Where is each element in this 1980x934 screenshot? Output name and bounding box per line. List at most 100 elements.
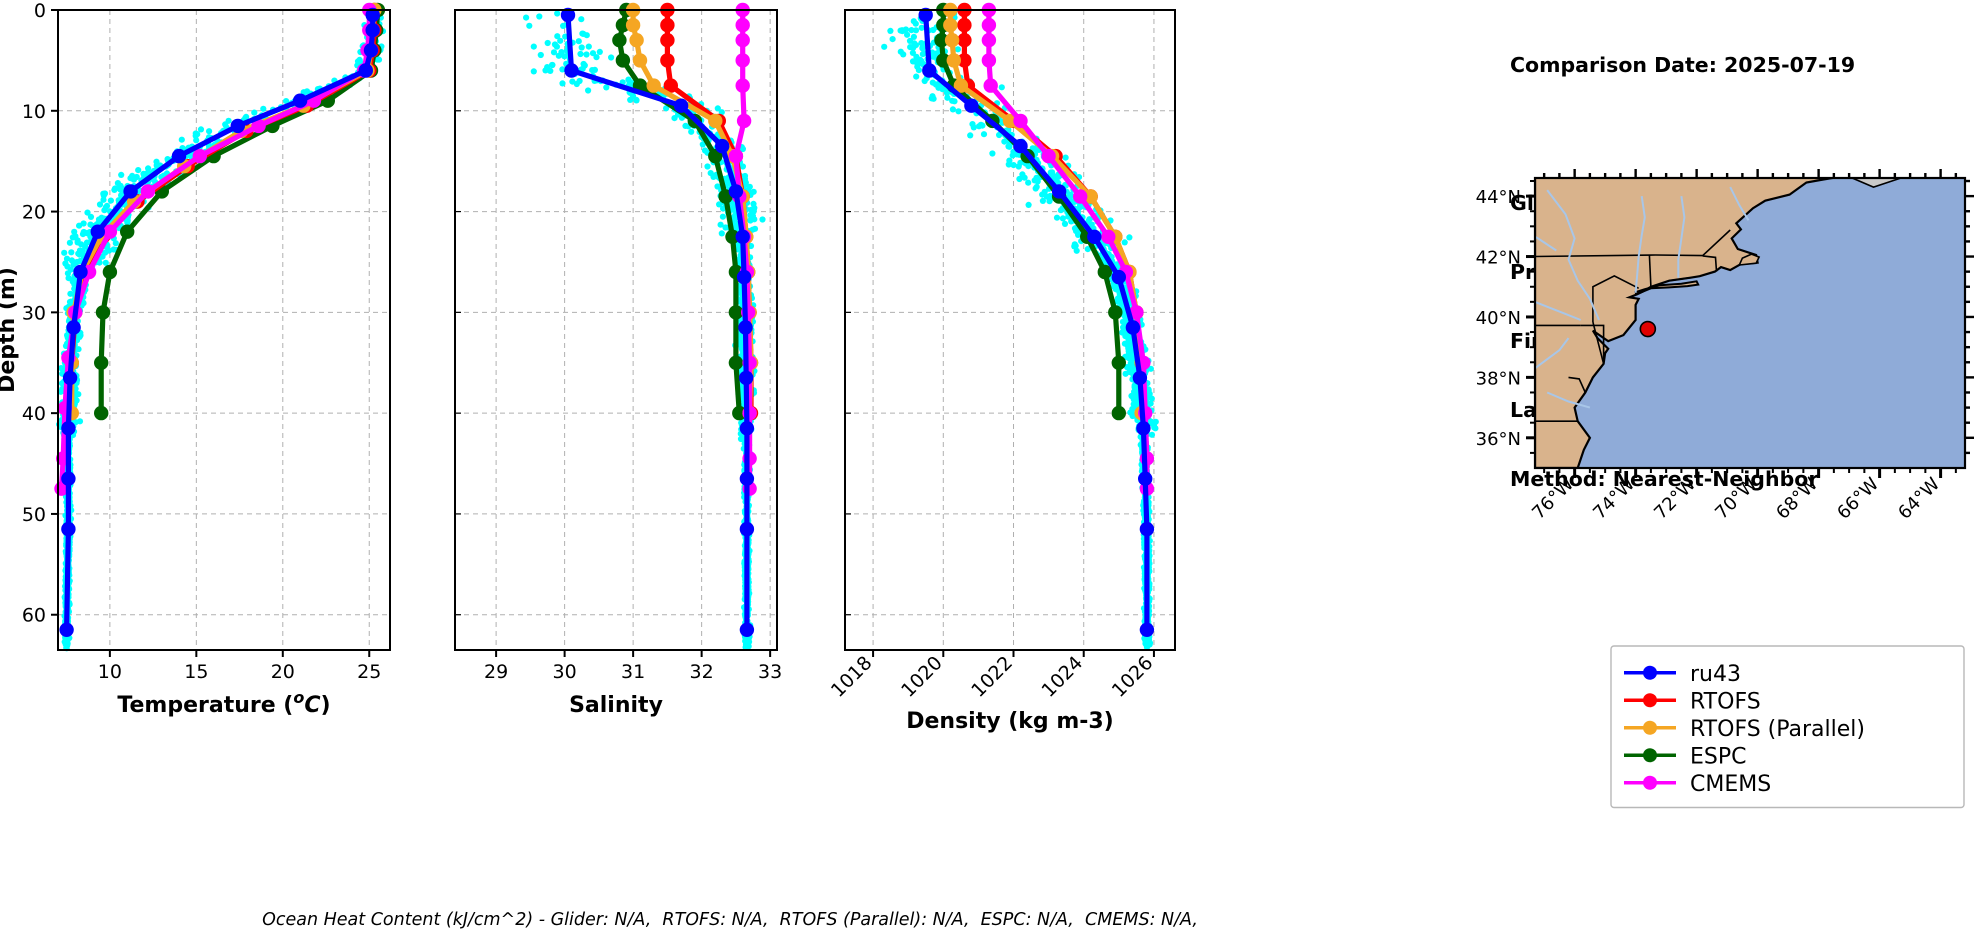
scatter-point: [116, 185, 123, 192]
scatter-point: [1119, 318, 1126, 325]
series-marker: [957, 17, 972, 33]
series-marker: [1136, 421, 1151, 436]
scatter-point: [80, 220, 87, 227]
scatter-point: [913, 73, 920, 80]
series-marker: [957, 33, 972, 48]
lat-tick-label: 38°N: [1476, 368, 1521, 389]
lat-tick-label: 44°N: [1476, 187, 1521, 208]
scatter-point: [69, 234, 76, 241]
metadata-spacer: [1510, 123, 1855, 146]
scatter-point: [83, 230, 90, 237]
scatter-point: [929, 79, 936, 86]
scatter-point: [918, 40, 925, 47]
scatter-point: [57, 388, 64, 395]
series-marker: [1051, 184, 1067, 199]
x-tick-label: 1024: [1038, 652, 1088, 702]
scatter-point: [102, 259, 109, 266]
scatter-point: [67, 290, 74, 297]
scatter-point: [1121, 239, 1128, 246]
series-marker: [1138, 471, 1153, 486]
scatter-point: [114, 180, 121, 187]
scatter-point: [1039, 197, 1046, 204]
legend-label: RTOFS: [1690, 689, 1761, 714]
scatter-point: [103, 202, 111, 209]
lon-tick-label: 66°W: [1833, 474, 1883, 524]
scatter-point: [1025, 179, 1032, 186]
scatter-point: [980, 131, 988, 138]
series-marker: [1108, 305, 1123, 320]
scatter-point: [955, 108, 962, 115]
series-marker: [922, 63, 937, 78]
comparison-date-text: Comparison Date: 2025-07-19: [1510, 53, 1856, 77]
series-marker: [1111, 405, 1127, 421]
legend-label: RTOFS (Parallel): [1690, 717, 1865, 742]
lon-tick-label: 64°W: [1894, 474, 1944, 524]
lon-tick-label: 70°W: [1711, 474, 1761, 524]
scatter-point: [61, 249, 68, 256]
series-marker: [964, 98, 979, 113]
series-marker: [981, 33, 997, 48]
scatter-point: [135, 167, 142, 174]
scatter-point: [77, 332, 84, 339]
legend-marker: [1643, 748, 1657, 763]
scatter-point: [969, 121, 976, 128]
lon-tick-label: 76°W: [1528, 474, 1578, 524]
scatter-point: [283, 98, 290, 105]
scatter-point: [1061, 220, 1069, 227]
series-marker: [1087, 229, 1102, 244]
x-tick-label: 1026: [1108, 652, 1158, 702]
x-tick-label: 1020: [897, 652, 947, 702]
scatter-point: [1062, 154, 1069, 161]
map-lat-axis: 44°N42°N40°N38°N36°N: [1476, 180, 1535, 454]
scatter-point: [118, 171, 125, 178]
scatter-point: [98, 214, 105, 221]
scatter-point: [1015, 163, 1022, 170]
scatter-point: [1148, 431, 1156, 438]
scatter-point: [1142, 637, 1149, 644]
scatter-point: [300, 89, 307, 96]
scatter-point: [911, 40, 918, 47]
series-marker: [1139, 521, 1155, 537]
scatter-point: [1077, 204, 1084, 211]
scatter-point: [1039, 191, 1046, 198]
scatter-point: [100, 196, 107, 203]
scatter-point: [954, 46, 962, 53]
lat-tick-label: 36°N: [1476, 429, 1521, 450]
scatter-point: [910, 18, 917, 25]
scatter-point: [909, 49, 917, 57]
legend-marker: [1643, 775, 1657, 790]
scatter-point: [1128, 409, 1135, 416]
temperature-profile-panel: 10 15 20 25 Temperature (oC) 0 10 20 30 40 50 60 Dep…: [0, 0, 391, 718]
series-marker: [981, 53, 997, 68]
scatter-point: [68, 249, 75, 256]
scatter-point: [130, 176, 137, 183]
scatter-point: [96, 201, 104, 208]
scatter-point: [111, 186, 118, 193]
map-svg: 44°N42°N40°N38°N36°N76°W 74°W 72°W 70°W 68°W…: [1476, 169, 1974, 524]
scatter-point: [178, 136, 185, 143]
scatter-point: [222, 121, 229, 128]
scatter-point: [1019, 171, 1026, 178]
scatter-point: [1126, 343, 1133, 350]
scatter-point: [915, 67, 923, 74]
location-map-panel: 44°N 42°N 40°N 38°N 36°N 76°W 74°W 72°W 70°W 68°W…: [1476, 169, 1980, 530]
series-marker: [1101, 229, 1116, 244]
legend-marker: [1643, 720, 1657, 735]
scatter-point: [84, 209, 91, 216]
scatter-point: [1025, 201, 1032, 208]
scatter-point: [69, 278, 76, 285]
legend-marker: [1643, 665, 1657, 680]
glider-position-marker[interactable]: [1639, 320, 1657, 338]
scatter-point: [989, 150, 996, 157]
scatter-point: [143, 170, 150, 177]
lon-tick-label: 72°W: [1650, 474, 1700, 524]
scatter-point: [1119, 329, 1126, 336]
series-marker: [1111, 355, 1127, 370]
lat-tick-label: 42°N: [1476, 248, 1521, 269]
scatter-point: [1032, 185, 1039, 192]
scatter-point: [1053, 214, 1061, 221]
series-marker: [1041, 148, 1056, 164]
